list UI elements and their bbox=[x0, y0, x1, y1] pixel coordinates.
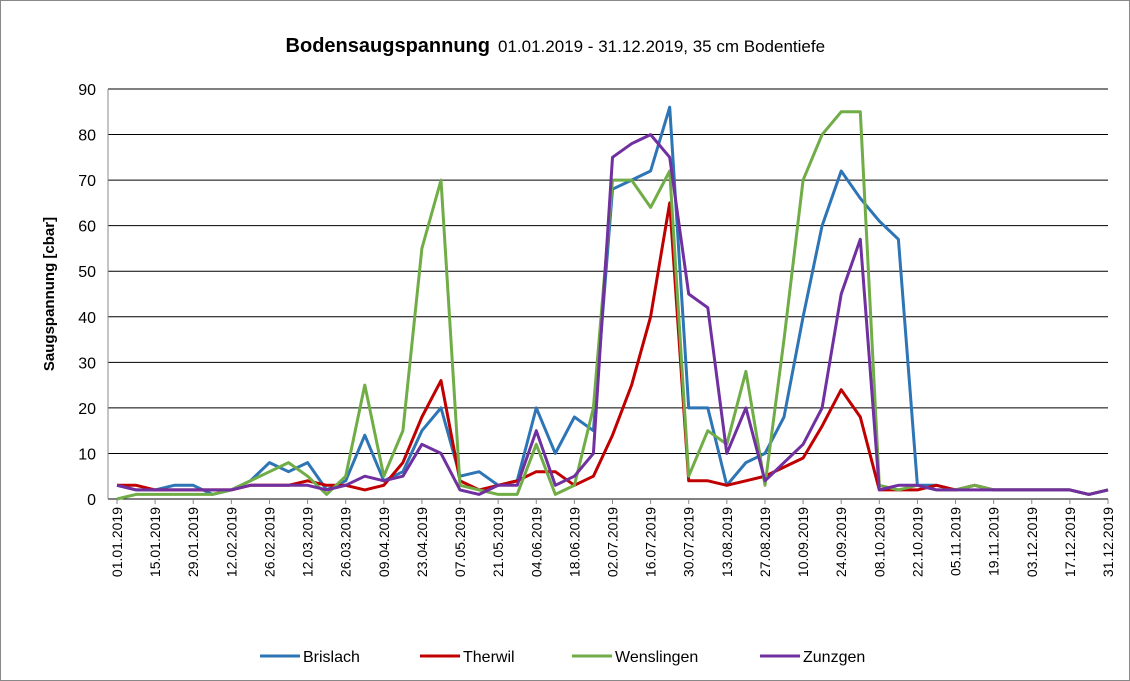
x-tick-label: 18.06.2019 bbox=[566, 507, 582, 577]
x-tick-label: 04.06.2019 bbox=[528, 507, 544, 577]
x-tick-label: 07.05.2019 bbox=[452, 507, 468, 577]
chart-title: Bodensaugspannung bbox=[286, 35, 490, 57]
x-tick-label: 16.07.2019 bbox=[643, 507, 659, 577]
x-tick-label: 08.10.2019 bbox=[871, 507, 887, 577]
x-tick-label: 15.01.2019 bbox=[147, 507, 163, 577]
x-tick-label: 12.03.2019 bbox=[300, 507, 316, 577]
y-axis-label: Saugspannung [cbar] bbox=[41, 217, 58, 371]
x-tick-label: 23.04.2019 bbox=[414, 507, 430, 577]
y-tick-label: 50 bbox=[78, 264, 96, 281]
x-tick-label: 21.05.2019 bbox=[490, 507, 506, 577]
x-tick-label: 12.02.2019 bbox=[223, 507, 239, 577]
chart-subtitle: 01.01.2019 - 31.12.2019, 35 cm Bodentief… bbox=[498, 37, 825, 56]
x-tick-label: 05.11.2019 bbox=[948, 507, 964, 576]
x-tick-label: 17.12.2019 bbox=[1062, 507, 1078, 577]
legend-label: Therwil bbox=[463, 649, 515, 666]
x-tick-label: 13.08.2019 bbox=[719, 507, 735, 577]
x-tick-label: 02.07.2019 bbox=[605, 507, 621, 577]
legend-label: Zunzgen bbox=[803, 649, 865, 666]
x-tick-label: 27.08.2019 bbox=[757, 507, 773, 577]
y-tick-label: 30 bbox=[78, 355, 96, 372]
x-tick-label: 29.01.2019 bbox=[185, 507, 201, 577]
x-tick-label: 31.12.2019 bbox=[1100, 507, 1116, 577]
series-line bbox=[116, 133, 1109, 496]
legend-label: Brislach bbox=[303, 649, 360, 666]
x-tick-label: 03.12.2019 bbox=[1024, 507, 1040, 577]
x-tick-label: 09.04.2019 bbox=[376, 507, 392, 577]
x-tick-label: 22.10.2019 bbox=[909, 507, 925, 577]
y-tick-label: 70 bbox=[78, 173, 96, 190]
x-tick-label: 19.11.2019 bbox=[986, 507, 1002, 576]
legend-label: Wenslingen bbox=[615, 649, 698, 666]
x-tick-label: 26.03.2019 bbox=[338, 507, 354, 577]
x-tick-label: 30.07.2019 bbox=[681, 507, 697, 577]
x-tick-label: 10.09.2019 bbox=[795, 507, 811, 577]
x-tick-label: 01.01.2019 bbox=[109, 507, 125, 577]
y-tick-label: 40 bbox=[78, 310, 96, 327]
y-tick-label: 80 bbox=[78, 128, 96, 145]
y-tick-label: 10 bbox=[78, 446, 96, 463]
x-tick-label: 24.09.2019 bbox=[833, 507, 849, 577]
y-tick-label: 60 bbox=[78, 219, 96, 236]
y-tick-label: 90 bbox=[78, 82, 96, 99]
y-tick-label: 20 bbox=[78, 401, 96, 418]
x-tick-label: 26.02.2019 bbox=[261, 507, 277, 577]
y-tick-label: 0 bbox=[87, 492, 96, 509]
